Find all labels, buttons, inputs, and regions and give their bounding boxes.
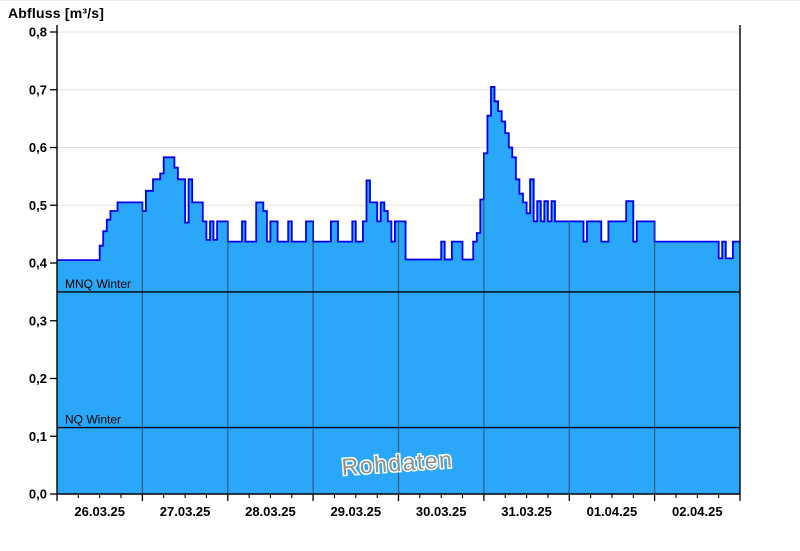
discharge-outline <box>57 86 740 261</box>
y-tick-label: 0,7 <box>29 82 47 97</box>
x-tick-label: 26.03.25 <box>74 504 125 519</box>
y-tick-label: 0,5 <box>29 198 47 213</box>
x-tick-label: 29.03.25 <box>330 504 381 519</box>
x-tick-label: 27.03.25 <box>160 504 211 519</box>
y-ticks: 0,0 0,1 0,2 0,3 0,4 0,5 0,6 0,7 0,8 <box>29 25 57 502</box>
y-tick-label: 0,2 <box>29 371 47 386</box>
y-tick-label: 0,3 <box>29 313 47 328</box>
y-tick-label: 0,8 <box>29 25 47 40</box>
y-tick-label: 0,4 <box>29 256 48 271</box>
y-tick-label: 0,6 <box>29 140 47 155</box>
y-tick-label: 0,0 <box>29 487 47 502</box>
x-tick-label: 31.03.25 <box>501 504 552 519</box>
x-tick-label: 01.04.25 <box>587 504 638 519</box>
x-tick-label: 30.03.25 <box>416 504 467 519</box>
reference-label-0: MNQ Winter <box>65 277 131 291</box>
reference-label-1: NQ Winter <box>65 413 121 427</box>
y-tick-label: 0,1 <box>29 429 47 444</box>
x-ticks: 26.03.25 27.03.25 28.03.25 29.03.25 30.03.25… <box>56 494 741 519</box>
chart-title: Abfluss [m³/s] <box>8 5 105 21</box>
x-tick-label: 28.03.25 <box>245 504 296 519</box>
x-tick-label: 02.04.25 <box>672 504 723 519</box>
